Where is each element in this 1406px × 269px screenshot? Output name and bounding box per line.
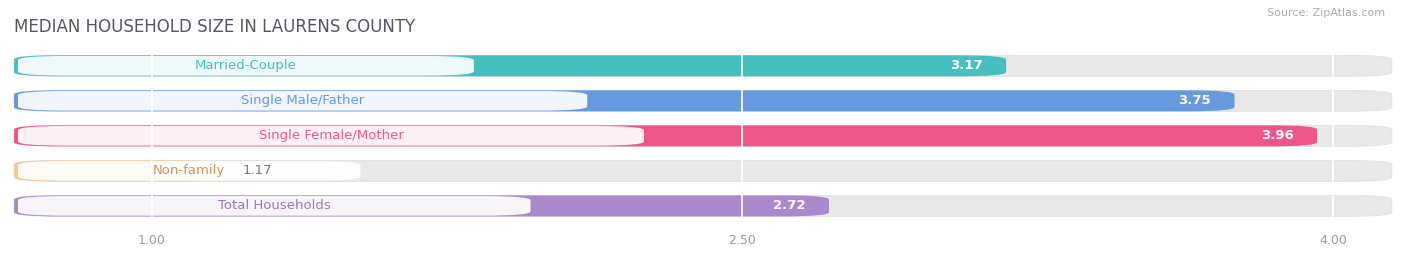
FancyBboxPatch shape — [14, 55, 1392, 76]
Text: MEDIAN HOUSEHOLD SIZE IN LAURENS COUNTY: MEDIAN HOUSEHOLD SIZE IN LAURENS COUNTY — [14, 18, 415, 36]
FancyBboxPatch shape — [14, 160, 1392, 181]
Text: 2.72: 2.72 — [773, 199, 806, 213]
Text: 3.17: 3.17 — [950, 59, 983, 72]
FancyBboxPatch shape — [14, 125, 1392, 146]
Text: 1.17: 1.17 — [242, 164, 271, 177]
Text: 3.96: 3.96 — [1261, 129, 1294, 142]
FancyBboxPatch shape — [18, 91, 588, 111]
FancyBboxPatch shape — [18, 56, 474, 76]
FancyBboxPatch shape — [18, 196, 530, 216]
FancyBboxPatch shape — [14, 195, 1392, 216]
FancyBboxPatch shape — [14, 195, 830, 216]
Text: Total Households: Total Households — [218, 199, 330, 213]
Text: 3.75: 3.75 — [1178, 94, 1211, 107]
FancyBboxPatch shape — [14, 90, 1392, 111]
FancyBboxPatch shape — [18, 161, 360, 181]
Text: Married-Couple: Married-Couple — [195, 59, 297, 72]
Text: Non-family: Non-family — [153, 164, 225, 177]
FancyBboxPatch shape — [18, 126, 644, 146]
Text: Single Female/Mother: Single Female/Mother — [259, 129, 404, 142]
FancyBboxPatch shape — [14, 160, 219, 181]
Text: Single Male/Father: Single Male/Father — [240, 94, 364, 107]
FancyBboxPatch shape — [14, 125, 1317, 146]
FancyBboxPatch shape — [14, 55, 1007, 76]
FancyBboxPatch shape — [14, 90, 1234, 111]
Text: Source: ZipAtlas.com: Source: ZipAtlas.com — [1267, 8, 1385, 18]
